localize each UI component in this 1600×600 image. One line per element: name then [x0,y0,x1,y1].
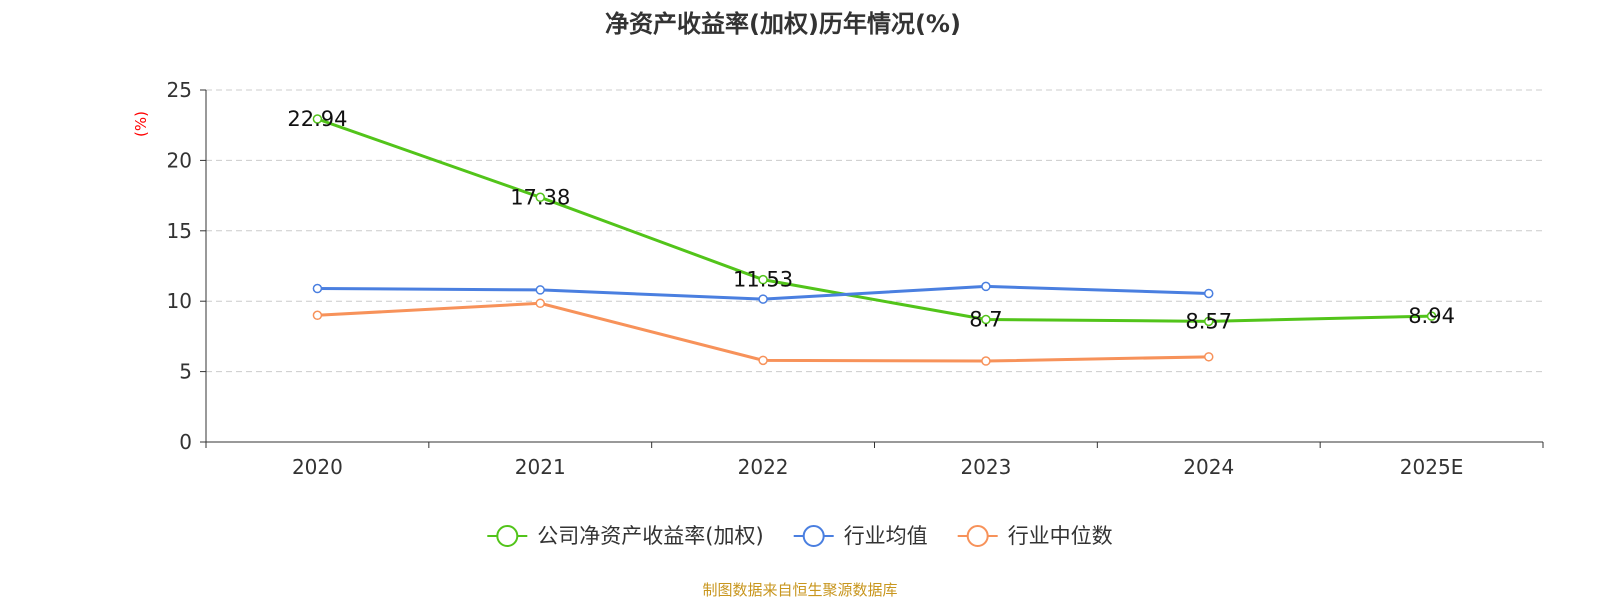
y-tick-label: 0 [179,430,192,454]
series-lines [312,114,1437,366]
x-tick-label: 2020 [292,455,343,479]
data-point [758,355,768,366]
data-point [1204,352,1214,362]
grid-lines [206,89,1543,373]
legend-item-label[interactable]: 行业均值 [844,524,928,548]
data-point [758,294,768,304]
y-tick-label: 5 [179,360,192,384]
y-tick-label: 20 [167,148,192,172]
axes: 0 5 10 15 20 25 2020 2021 2022 2023 2024 2025E [167,78,1544,479]
x-tick-label: 2021 [515,455,566,479]
data-labels: 22.94 17.38 11.53 8.7 8.57 8.94 [287,107,1455,333]
data-point [312,283,323,294]
data-point [981,314,991,325]
series-line-0 [316,117,1432,323]
legend-circle-icon [966,525,989,547]
data-label: 17.38 [510,185,570,209]
data-point [535,298,545,309]
data-point [981,281,991,292]
legend[interactable]: 公司净资产收益率(加权) 行业均值 行业中位数 [487,524,1113,548]
chart-title: 净资产收益率(加权)历年情况(%) [605,10,961,38]
x-tick-label: 2022 [738,455,789,479]
data-point [312,310,323,321]
data-label: 8.94 [1408,304,1455,328]
data-point [758,274,768,285]
y-tick-label: 25 [167,78,192,102]
legend-item-label[interactable]: 公司净资产收益率(加权) [537,524,763,548]
legend-item-label[interactable]: 行业中位数 [1008,524,1113,548]
x-tick-label: 2024 [1183,455,1234,479]
data-label: 11.53 [733,268,793,292]
data-point [535,285,545,295]
y-tick-label: 15 [167,219,192,243]
y-tick-label: 10 [167,289,192,313]
source-footer: 制图数据来自恒生聚源数据库 [702,581,898,599]
legend-circle-icon [802,525,825,547]
data-label: 22.94 [287,107,347,131]
data-point [1204,288,1214,299]
series-line-2 [317,301,1209,363]
data-point [1426,311,1437,321]
data-label: 8.57 [1185,309,1232,333]
data-point [1204,316,1214,327]
y-axis-label: (%) [132,111,150,137]
x-tick-label: 2025E [1400,455,1464,479]
legend-circle-icon [496,525,519,547]
data-point [312,114,323,124]
x-tick-label: 2023 [960,455,1011,479]
data-point [981,356,991,366]
data-label: 8.7 [969,308,1002,332]
data-point [535,192,545,203]
